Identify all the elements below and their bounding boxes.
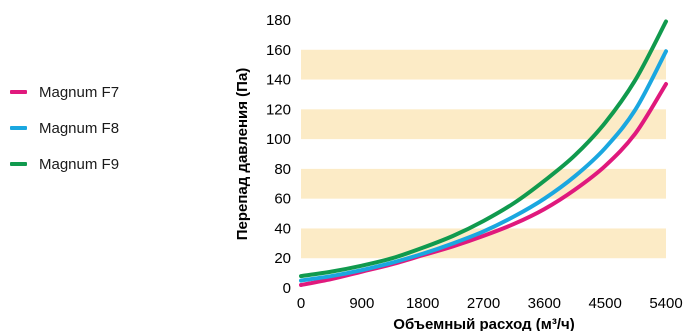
series-line xyxy=(299,19,668,279)
grid-band xyxy=(301,49,666,80)
x-tick-label: 0 xyxy=(297,295,305,312)
y-tick-label: 180 xyxy=(266,12,291,29)
x-tick-labels: 0 900 1800 2700 3600 4500 5400 xyxy=(297,295,683,312)
grid-bands xyxy=(301,49,666,259)
y-tick-label: 80 xyxy=(274,161,291,178)
y-tick-label: 140 xyxy=(266,72,291,89)
y-axis-label: Перепад давления (Па) xyxy=(234,68,251,241)
y-tick-label: 40 xyxy=(274,220,291,237)
legend-swatch xyxy=(10,126,27,130)
legend-item: Magnum F7 xyxy=(10,74,119,110)
x-tick-label: 3600 xyxy=(528,295,561,312)
legend-swatch xyxy=(10,90,27,94)
y-tick-label: 160 xyxy=(266,42,291,59)
grid-band xyxy=(301,168,666,199)
series-line xyxy=(299,49,668,283)
x-tick-label: 1800 xyxy=(406,295,439,312)
x-tick-label: 2700 xyxy=(467,295,500,312)
series-lines xyxy=(299,19,668,288)
legend-item: Magnum F8 xyxy=(10,110,119,146)
legend-label: Magnum F8 xyxy=(39,119,120,137)
legend-item: Magnum F9 xyxy=(10,146,119,182)
legend-swatch xyxy=(10,162,27,166)
legend-label: Magnum F9 xyxy=(39,155,120,173)
x-tick-label: 5400 xyxy=(649,295,682,312)
x-tick-label: 4500 xyxy=(588,295,621,312)
y-tick-label: 100 xyxy=(266,131,291,148)
y-tick-label: 120 xyxy=(266,101,291,118)
y-tick-label: 0 xyxy=(283,280,291,297)
y-tick-labels: 0 20 40 60 80 100 120 140 160 180 xyxy=(266,12,291,297)
legend-label: Magnum F7 xyxy=(39,83,120,101)
chart-legend: Magnum F7 Magnum F8 Magnum F9 xyxy=(10,74,119,182)
x-axis-label: Объемный расход (м³/ч) xyxy=(393,316,574,331)
y-tick-label: 60 xyxy=(274,191,291,208)
x-tick-label: 900 xyxy=(349,295,374,312)
y-tick-label: 20 xyxy=(274,250,291,267)
